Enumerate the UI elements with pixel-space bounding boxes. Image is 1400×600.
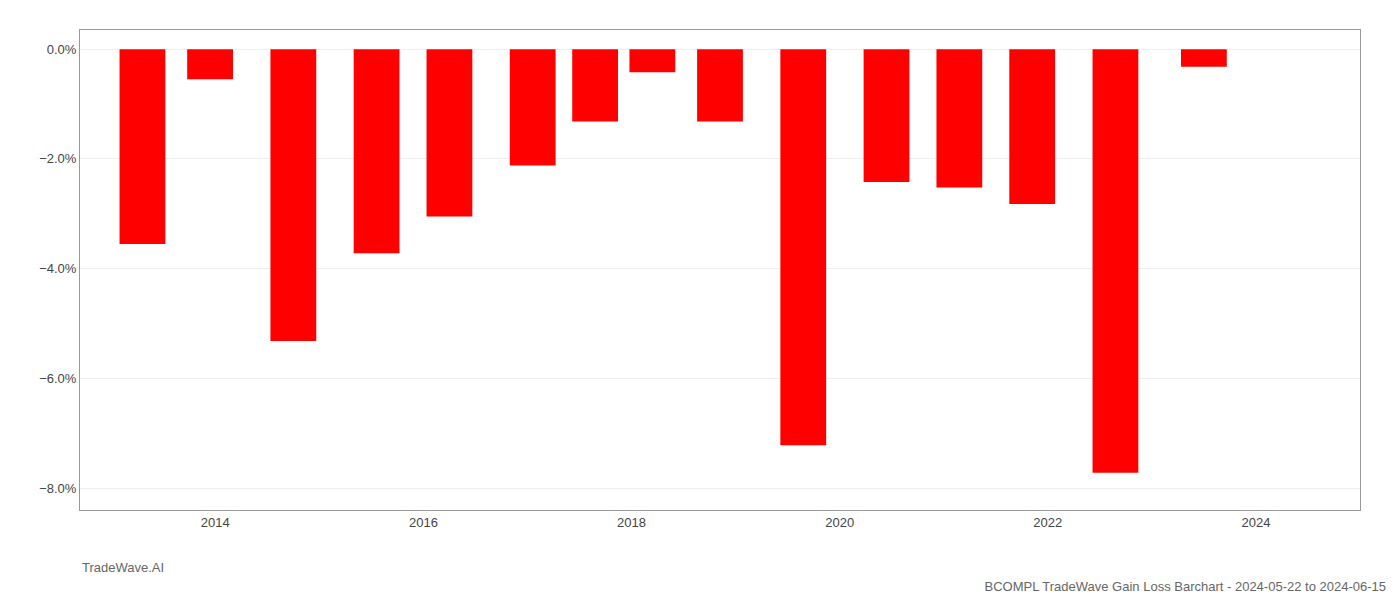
svg-text:BCOMPL TradeWave Gain Loss Bar: BCOMPL TradeWave Gain Loss Barchart - 20… <box>984 579 1386 594</box>
svg-text:2016: 2016 <box>409 515 438 530</box>
svg-text:2018: 2018 <box>617 515 646 530</box>
svg-text:0.0%: 0.0% <box>47 42 77 57</box>
svg-text:2024: 2024 <box>1241 515 1270 530</box>
svg-text:2022: 2022 <box>1033 515 1062 530</box>
svg-text:−8.0%: −8.0% <box>39 481 77 496</box>
svg-text:2020: 2020 <box>825 515 854 530</box>
svg-text:−4.0%: −4.0% <box>39 261 77 276</box>
svg-text:TradeWave.AI: TradeWave.AI <box>82 560 164 575</box>
svg-text:−6.0%: −6.0% <box>39 371 77 386</box>
svg-text:−2.0%: −2.0% <box>39 151 77 166</box>
svg-text:2014: 2014 <box>201 515 230 530</box>
